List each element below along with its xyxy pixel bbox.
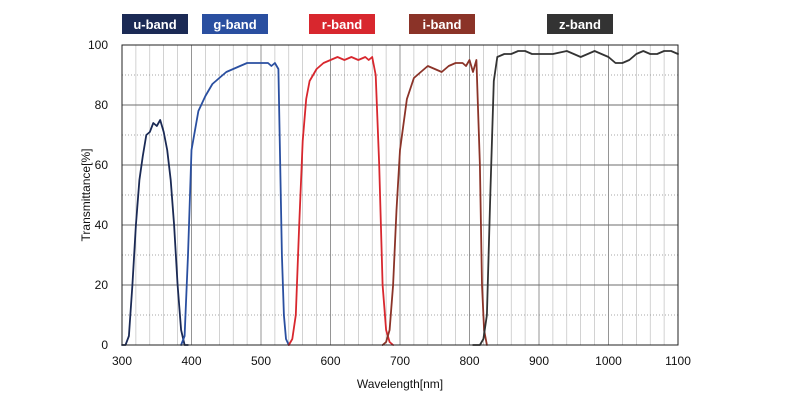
y-tick-label: 60: [95, 158, 109, 172]
legend-label-i-band: i-band: [423, 17, 462, 32]
x-tick-label: 500: [251, 354, 271, 368]
x-tick-label: 400: [181, 354, 201, 368]
x-tick-label: 1100: [665, 354, 691, 368]
legend-badge-u-band: [122, 14, 188, 34]
series-line-g-band: [180, 62, 290, 346]
y-tick-label: 0: [101, 338, 108, 352]
x-axis-label: Wavelength[nm]: [357, 377, 443, 391]
series-line-u-band: [121, 119, 189, 346]
legend-label-z-band: z-band: [559, 17, 601, 32]
plot-frame: [121, 44, 679, 346]
x-tick-label: 600: [320, 354, 340, 368]
legend-badge-z-band: [547, 14, 613, 34]
y-tick-label: 100: [88, 38, 108, 52]
series-line-r-band: [287, 56, 394, 346]
y-tick-label: 80: [95, 98, 109, 112]
legend-badge-g-band: [202, 14, 268, 34]
legend-badge-r-band: [309, 14, 375, 34]
y-tick-labels: 0 20 40 60 80 100: [88, 38, 108, 352]
x-tick-label: 900: [529, 354, 549, 368]
x-tick-label: 300: [112, 354, 132, 368]
grid: [121, 44, 679, 346]
series-line-z-band: [472, 50, 679, 346]
x-tick-labels: 300 400 500 600 700 800 900 1000 1100: [112, 354, 691, 368]
series-line-i-band: [381, 59, 488, 346]
y-axis-label: Transmittance[%]: [79, 149, 93, 242]
y-tick-label: 40: [95, 218, 109, 232]
series-lines: [121, 50, 679, 346]
legend-badge-i-band: [409, 14, 475, 34]
x-tick-label: 1000: [595, 354, 622, 368]
x-tick-label: 800: [459, 354, 479, 368]
legend-label-g-band: g-band: [213, 17, 256, 32]
legend-label-u-band: u-band: [133, 17, 176, 32]
legend: u-band g-band r-band i-band z-band: [122, 14, 613, 34]
y-tick-label: 20: [95, 278, 109, 292]
legend-label-r-band: r-band: [322, 17, 363, 32]
x-tick-label: 700: [390, 354, 410, 368]
